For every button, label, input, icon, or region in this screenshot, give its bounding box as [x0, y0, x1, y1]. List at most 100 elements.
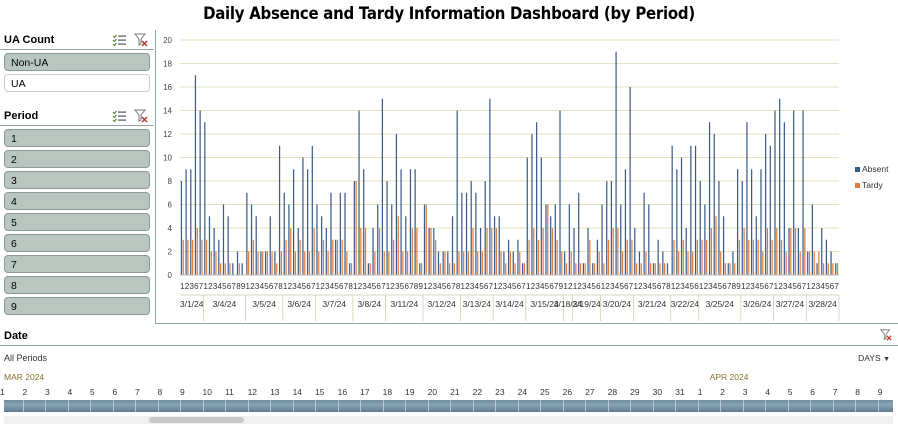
tardy-bar [790, 228, 792, 275]
tardy-bar [472, 228, 474, 275]
tardy-bar [374, 251, 376, 275]
tardy-bar [285, 239, 287, 275]
period-tick-label: 5 [442, 282, 447, 291]
absent-bar [746, 122, 748, 275]
timeline-day-label[interactable]: 13 [270, 387, 280, 397]
timeline-day-label[interactable]: 11 [225, 387, 234, 397]
absent-bar [638, 251, 641, 275]
timeline-level-dropdown[interactable]: DAYS ▼ [858, 353, 890, 363]
period-tick-label: 1 [671, 282, 676, 291]
period-slicer-item[interactable]: 6 [4, 234, 150, 252]
timeline-day-label[interactable]: 6 [810, 387, 815, 397]
tardy-bar [458, 251, 460, 275]
timeline-day-label[interactable]: 1 [0, 387, 5, 397]
timeline-day-label[interactable]: 16 [337, 387, 348, 397]
period-tick-label: 1 [423, 282, 428, 291]
timeline-day-label[interactable]: 17 [360, 387, 370, 397]
period-slicer-item[interactable]: 9 [4, 297, 150, 315]
timeline-day-label[interactable]: 20 [427, 387, 438, 397]
timeline-day-label[interactable]: 7 [135, 387, 140, 397]
timeline-day-label[interactable]: 7 [832, 387, 838, 397]
timeline-day-label[interactable]: 21 [450, 387, 460, 397]
timeline-day-label[interactable]: 2 [22, 387, 28, 397]
timeline-day-label[interactable]: 15 [315, 387, 325, 397]
multi-select-icon[interactable] [112, 34, 126, 46]
tardy-bar [570, 251, 572, 275]
period-slicer-item[interactable]: 4 [4, 192, 150, 210]
absent-bar [690, 145, 692, 275]
timeline-day-label[interactable]: 5 [90, 387, 95, 397]
timeline-day-label[interactable]: 19 [405, 387, 415, 397]
timeline-scroll-thumb[interactable] [149, 417, 244, 423]
timeline-day-label[interactable]: 18 [382, 387, 393, 397]
timeline-day-label[interactable]: 31 [675, 387, 685, 397]
timeline-day-label[interactable]: 23 [495, 387, 505, 397]
timeline-day-label[interactable]: 22 [472, 387, 483, 397]
tardy-bar [589, 239, 591, 275]
timeline-day-label[interactable]: 3 [742, 387, 748, 397]
timeline-day-label[interactable]: 9 [877, 387, 883, 397]
timeline-day-label[interactable]: 29 [630, 387, 640, 397]
timeline-day-label[interactable]: 28 [607, 387, 618, 397]
tardy-bar [336, 239, 339, 275]
period-tick-label: 4 [218, 282, 223, 291]
timeline-day-label[interactable]: 2 [720, 387, 725, 397]
tardy-bar [341, 239, 343, 275]
period-slicer-item[interactable]: 7 [4, 255, 150, 273]
clear-filter-icon[interactable] [134, 33, 148, 47]
clear-filter-icon[interactable] [880, 329, 892, 341]
absent-bar [797, 228, 799, 275]
timeline-day-label[interactable]: 10 [202, 387, 213, 397]
tardy-bar [836, 263, 839, 275]
tardy-bar [182, 239, 184, 275]
timeline-day-labels: 1 2 3 4 5 6 7 8 9 10 11 12 13 14 15 16 17 18 19 20 21 22 23 24 2… [0, 387, 898, 399]
timeline-day-label[interactable]: 26 [562, 387, 573, 397]
period-slicer-item[interactable]: 5 [4, 213, 150, 231]
period-slicer-item[interactable]: 3 [4, 171, 150, 189]
timeline-day-tick [292, 400, 294, 412]
period-slicer-item[interactable]: 8 [4, 276, 150, 294]
absent-bar [774, 110, 776, 275]
timeline-day-label[interactable]: 25 [540, 387, 550, 397]
timeline-day-label[interactable]: 12 [247, 387, 258, 397]
ua-slicer-item[interactable]: Non-UA [4, 53, 150, 71]
timeline-day-label[interactable]: 4 [67, 387, 73, 397]
period-tick-label: 4 [540, 282, 545, 291]
absent-bar [297, 228, 299, 275]
tardy-bar [500, 251, 502, 275]
timeline-day-label[interactable]: 5 [787, 387, 793, 397]
period-tick-label: 3 [470, 282, 475, 291]
timeline-selection-bar[interactable] [4, 400, 893, 412]
timeline-day-label[interactable]: 8 [855, 387, 860, 397]
period-slicer-item[interactable]: 1 [4, 129, 150, 147]
timeline-header: Date [0, 326, 898, 346]
tardy-bar [650, 263, 652, 275]
timeline-range-label: All Periods [4, 353, 48, 363]
timeline-day-label[interactable]: 1 [697, 387, 703, 397]
timeline-day-label[interactable]: 27 [585, 387, 595, 397]
absence-tardy-chart: 0 2 4 6 8 10 12 14 16 18 20 1 2 3 6 7 3/1/24 1 2 3 4 5 6 7 8 9 3/4… [155, 30, 898, 324]
timeline-day-label[interactable]: 24 [517, 387, 528, 397]
timeline-scrollbar[interactable] [4, 416, 893, 424]
timeline-day-label[interactable]: 3 [45, 387, 50, 397]
absent-bar [825, 239, 828, 275]
tardy-bar [738, 239, 741, 275]
timeline-day-label[interactable]: 8 [157, 387, 163, 397]
y-tick-label: 6 [168, 201, 173, 210]
period-tick-label: 6 [722, 282, 727, 291]
timeline-day-label[interactable]: 14 [292, 387, 303, 397]
period-slicer-item[interactable]: 2 [4, 150, 150, 168]
absent-bar [292, 169, 295, 275]
absent-bar [517, 239, 519, 275]
ua-slicer-item[interactable]: UA [4, 74, 150, 92]
multi-select-icon[interactable] [112, 110, 126, 122]
tardy-bar [322, 239, 325, 275]
clear-filter-icon[interactable] [134, 109, 148, 123]
timeline-day-label[interactable]: 9 [180, 387, 185, 397]
period-tick-label: 3 [432, 282, 437, 291]
timeline-day-label[interactable]: 6 [112, 387, 118, 397]
timeline-day-label[interactable]: 4 [765, 387, 770, 397]
date-tick-label: 3/27/24 [776, 299, 805, 309]
timeline-day-label[interactable]: 30 [652, 387, 663, 397]
period-tick-label: 3 [503, 282, 508, 291]
